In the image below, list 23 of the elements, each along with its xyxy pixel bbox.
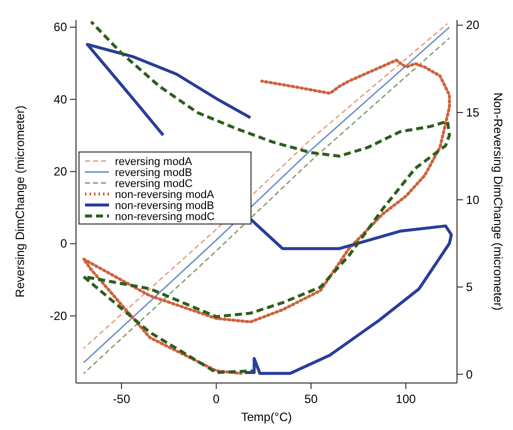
- y-tick-label: 60: [54, 20, 68, 34]
- legend-label: reversing modB: [115, 167, 192, 179]
- legend-label: non-reversing modC: [115, 211, 215, 223]
- y2-tick-label: 10: [466, 192, 480, 207]
- x-tick-label: 50: [304, 392, 318, 406]
- y-tick-label: -20: [50, 308, 68, 323]
- y2-tick-label: 0: [466, 367, 473, 382]
- x-tick-label: -50: [112, 392, 130, 406]
- legend-label: reversing modC: [115, 178, 193, 190]
- y-tick-label: 20: [54, 164, 68, 179]
- x-tick-label: 100: [396, 392, 416, 406]
- legend-label: non-reversing modB: [115, 200, 214, 212]
- y-tick-label: 0: [60, 236, 68, 251]
- y-tick-label: 40: [54, 92, 68, 106]
- legend-label: reversing modA: [115, 156, 193, 168]
- legend-label: non-reversing modA: [115, 189, 215, 201]
- y2-tick-label: 15: [466, 105, 480, 120]
- y2-tick-label: 5: [466, 280, 473, 294]
- x-axis-title: Temp(°C): [241, 410, 292, 424]
- y2-axis-title: Non-Reversing DimChange (micrometer): [491, 92, 505, 311]
- y-axis-title: Reversing DimChange (micrometer): [13, 105, 27, 298]
- x-tick-label: 0: [212, 392, 220, 406]
- y2-tick-label: 20: [466, 18, 480, 32]
